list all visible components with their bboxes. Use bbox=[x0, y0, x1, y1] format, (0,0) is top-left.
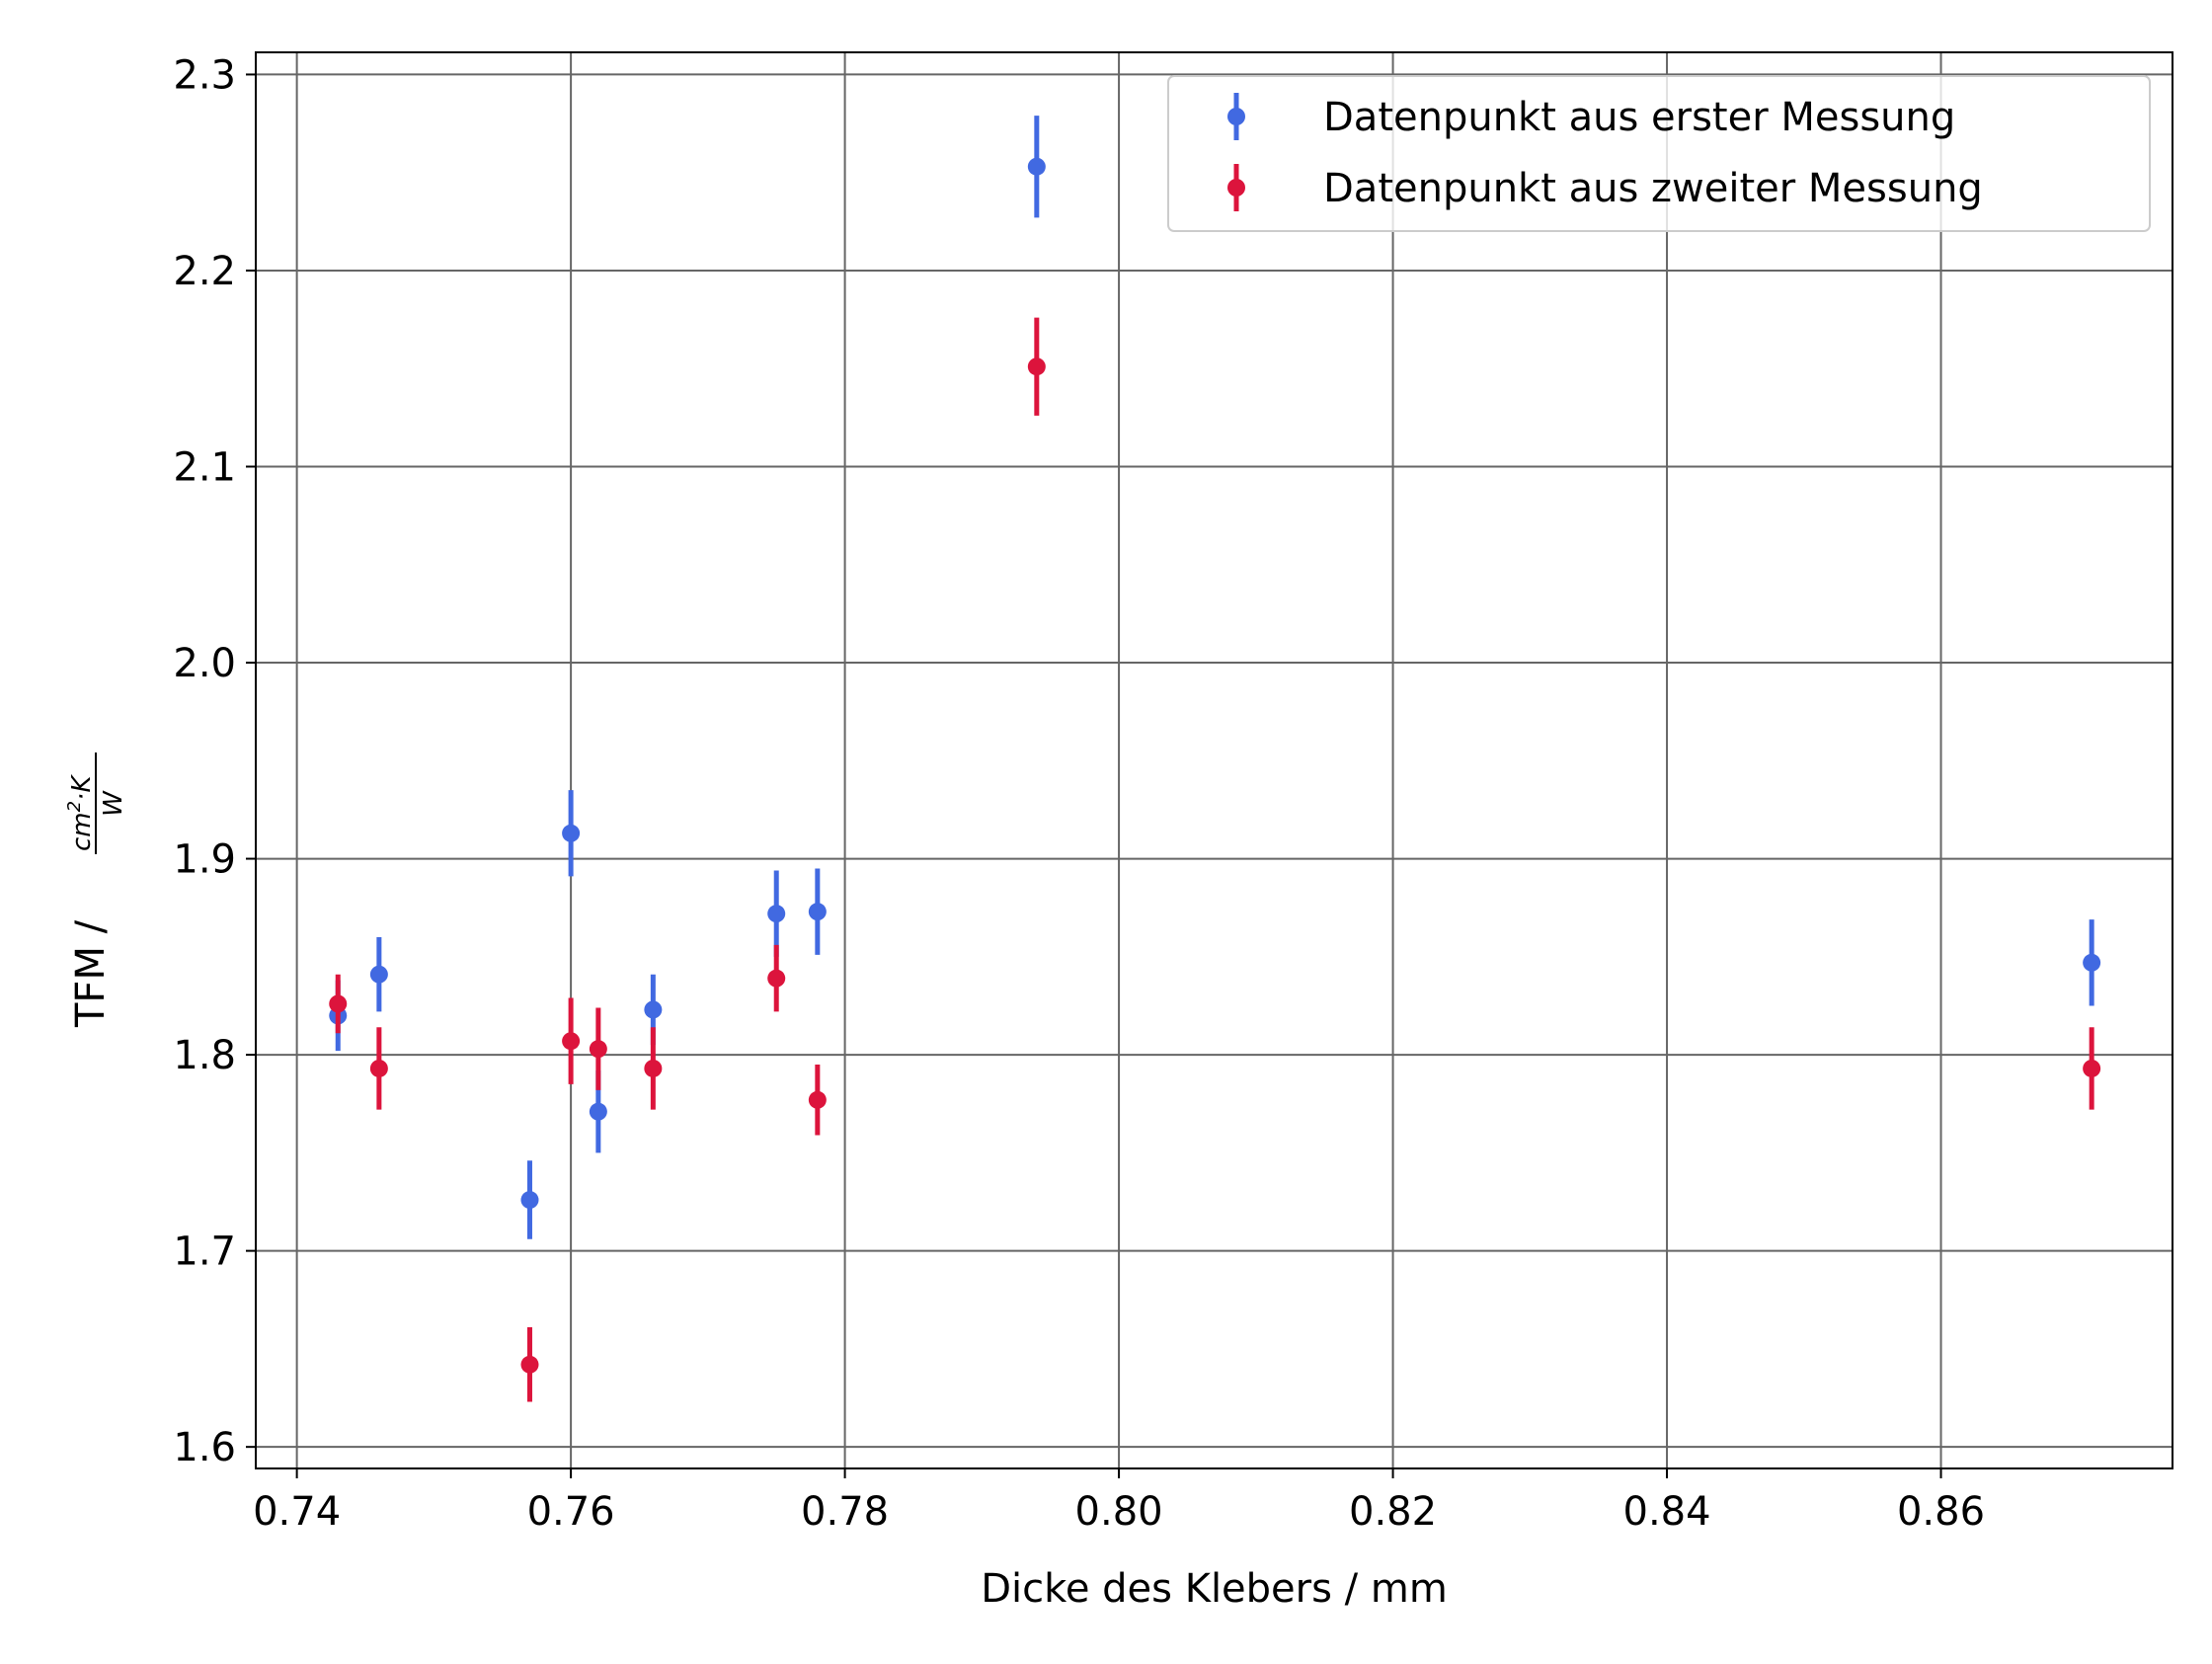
grid bbox=[256, 52, 2172, 1468]
data-point bbox=[2083, 1059, 2101, 1077]
series-1 bbox=[329, 116, 2101, 1239]
data-point bbox=[520, 1191, 539, 1210]
legend-entry: Datenpunkt aus zweiter Messung bbox=[1227, 164, 1983, 211]
data-point bbox=[562, 824, 581, 842]
legend-marker bbox=[1227, 108, 1245, 125]
y-axis-label-prefix: TFM / bbox=[68, 919, 114, 1028]
legend-label: Datenpunkt aus zweiter Messung bbox=[1323, 166, 1983, 211]
data-layer bbox=[329, 116, 2101, 1402]
data-point bbox=[1027, 157, 1046, 176]
y-tick-label: 2.0 bbox=[173, 641, 236, 686]
y-tick-label: 2.2 bbox=[173, 249, 236, 294]
y-tick-label: 1.6 bbox=[173, 1425, 236, 1470]
y-axis-label: TFM / cm2·K W bbox=[64, 753, 128, 1028]
data-point bbox=[644, 1059, 663, 1077]
plot-frame bbox=[255, 51, 2173, 1469]
data-point bbox=[329, 994, 348, 1013]
y-axis-label-numerator-superscript: 2 bbox=[64, 801, 85, 812]
data-point bbox=[562, 1032, 581, 1051]
data-point bbox=[767, 905, 786, 923]
y-tick-label: 1.9 bbox=[173, 837, 236, 883]
x-tick-label: 0.82 bbox=[1349, 1489, 1437, 1535]
x-tick-label: 0.86 bbox=[1897, 1489, 1985, 1535]
data-point bbox=[589, 1040, 607, 1059]
y-tick-label: 1.7 bbox=[173, 1229, 236, 1275]
x-tick-label: 0.84 bbox=[1623, 1489, 1711, 1535]
data-point bbox=[520, 1355, 539, 1374]
data-point bbox=[808, 903, 827, 921]
y-axis-label-numerator: cm2·K bbox=[64, 774, 97, 851]
series-2 bbox=[329, 317, 2101, 1402]
y-tick-label: 2.3 bbox=[173, 52, 236, 98]
y-axis-label-denominator: W bbox=[99, 790, 128, 817]
y-tick-label: 2.1 bbox=[173, 444, 236, 490]
legend-marker bbox=[1227, 179, 1245, 197]
data-point bbox=[644, 1000, 663, 1019]
legend: Datenpunkt aus erster Messung Datenpunkt … bbox=[1167, 75, 2151, 232]
plot-area bbox=[256, 52, 2172, 1468]
x-tick-label: 0.74 bbox=[253, 1489, 341, 1535]
data-point bbox=[2083, 953, 2101, 972]
y-tick-label: 1.8 bbox=[173, 1033, 236, 1078]
x-axis: 0.74 0.76 0.78 0.80 0.82 0.84 0.86 bbox=[253, 1468, 1985, 1535]
x-axis-label: Dicke des Klebers / mm bbox=[981, 1566, 1448, 1612]
data-point bbox=[808, 1090, 827, 1109]
x-tick-label: 0.76 bbox=[527, 1489, 615, 1535]
y-axis: 1.6 1.7 1.8 1.9 2.0 2.1 2.2 2.3 bbox=[173, 52, 256, 1470]
x-tick-label: 0.80 bbox=[1075, 1489, 1163, 1535]
y-axis-label-numerator-base: cm bbox=[67, 812, 97, 851]
y-axis-label-numerator-suffix: ·K bbox=[67, 774, 97, 801]
data-point bbox=[767, 969, 786, 988]
x-tick-label: 0.78 bbox=[801, 1489, 889, 1535]
legend-entry: Datenpunkt aus erster Messung bbox=[1227, 93, 1955, 140]
data-point bbox=[589, 1102, 607, 1121]
data-point bbox=[369, 965, 388, 984]
data-point bbox=[369, 1059, 388, 1077]
legend-label: Datenpunkt aus erster Messung bbox=[1323, 95, 1955, 140]
data-point bbox=[1027, 357, 1046, 376]
legend-box bbox=[1167, 75, 2151, 232]
legend-entries: Datenpunkt aus erster Messung Datenpunkt … bbox=[1227, 93, 1983, 211]
